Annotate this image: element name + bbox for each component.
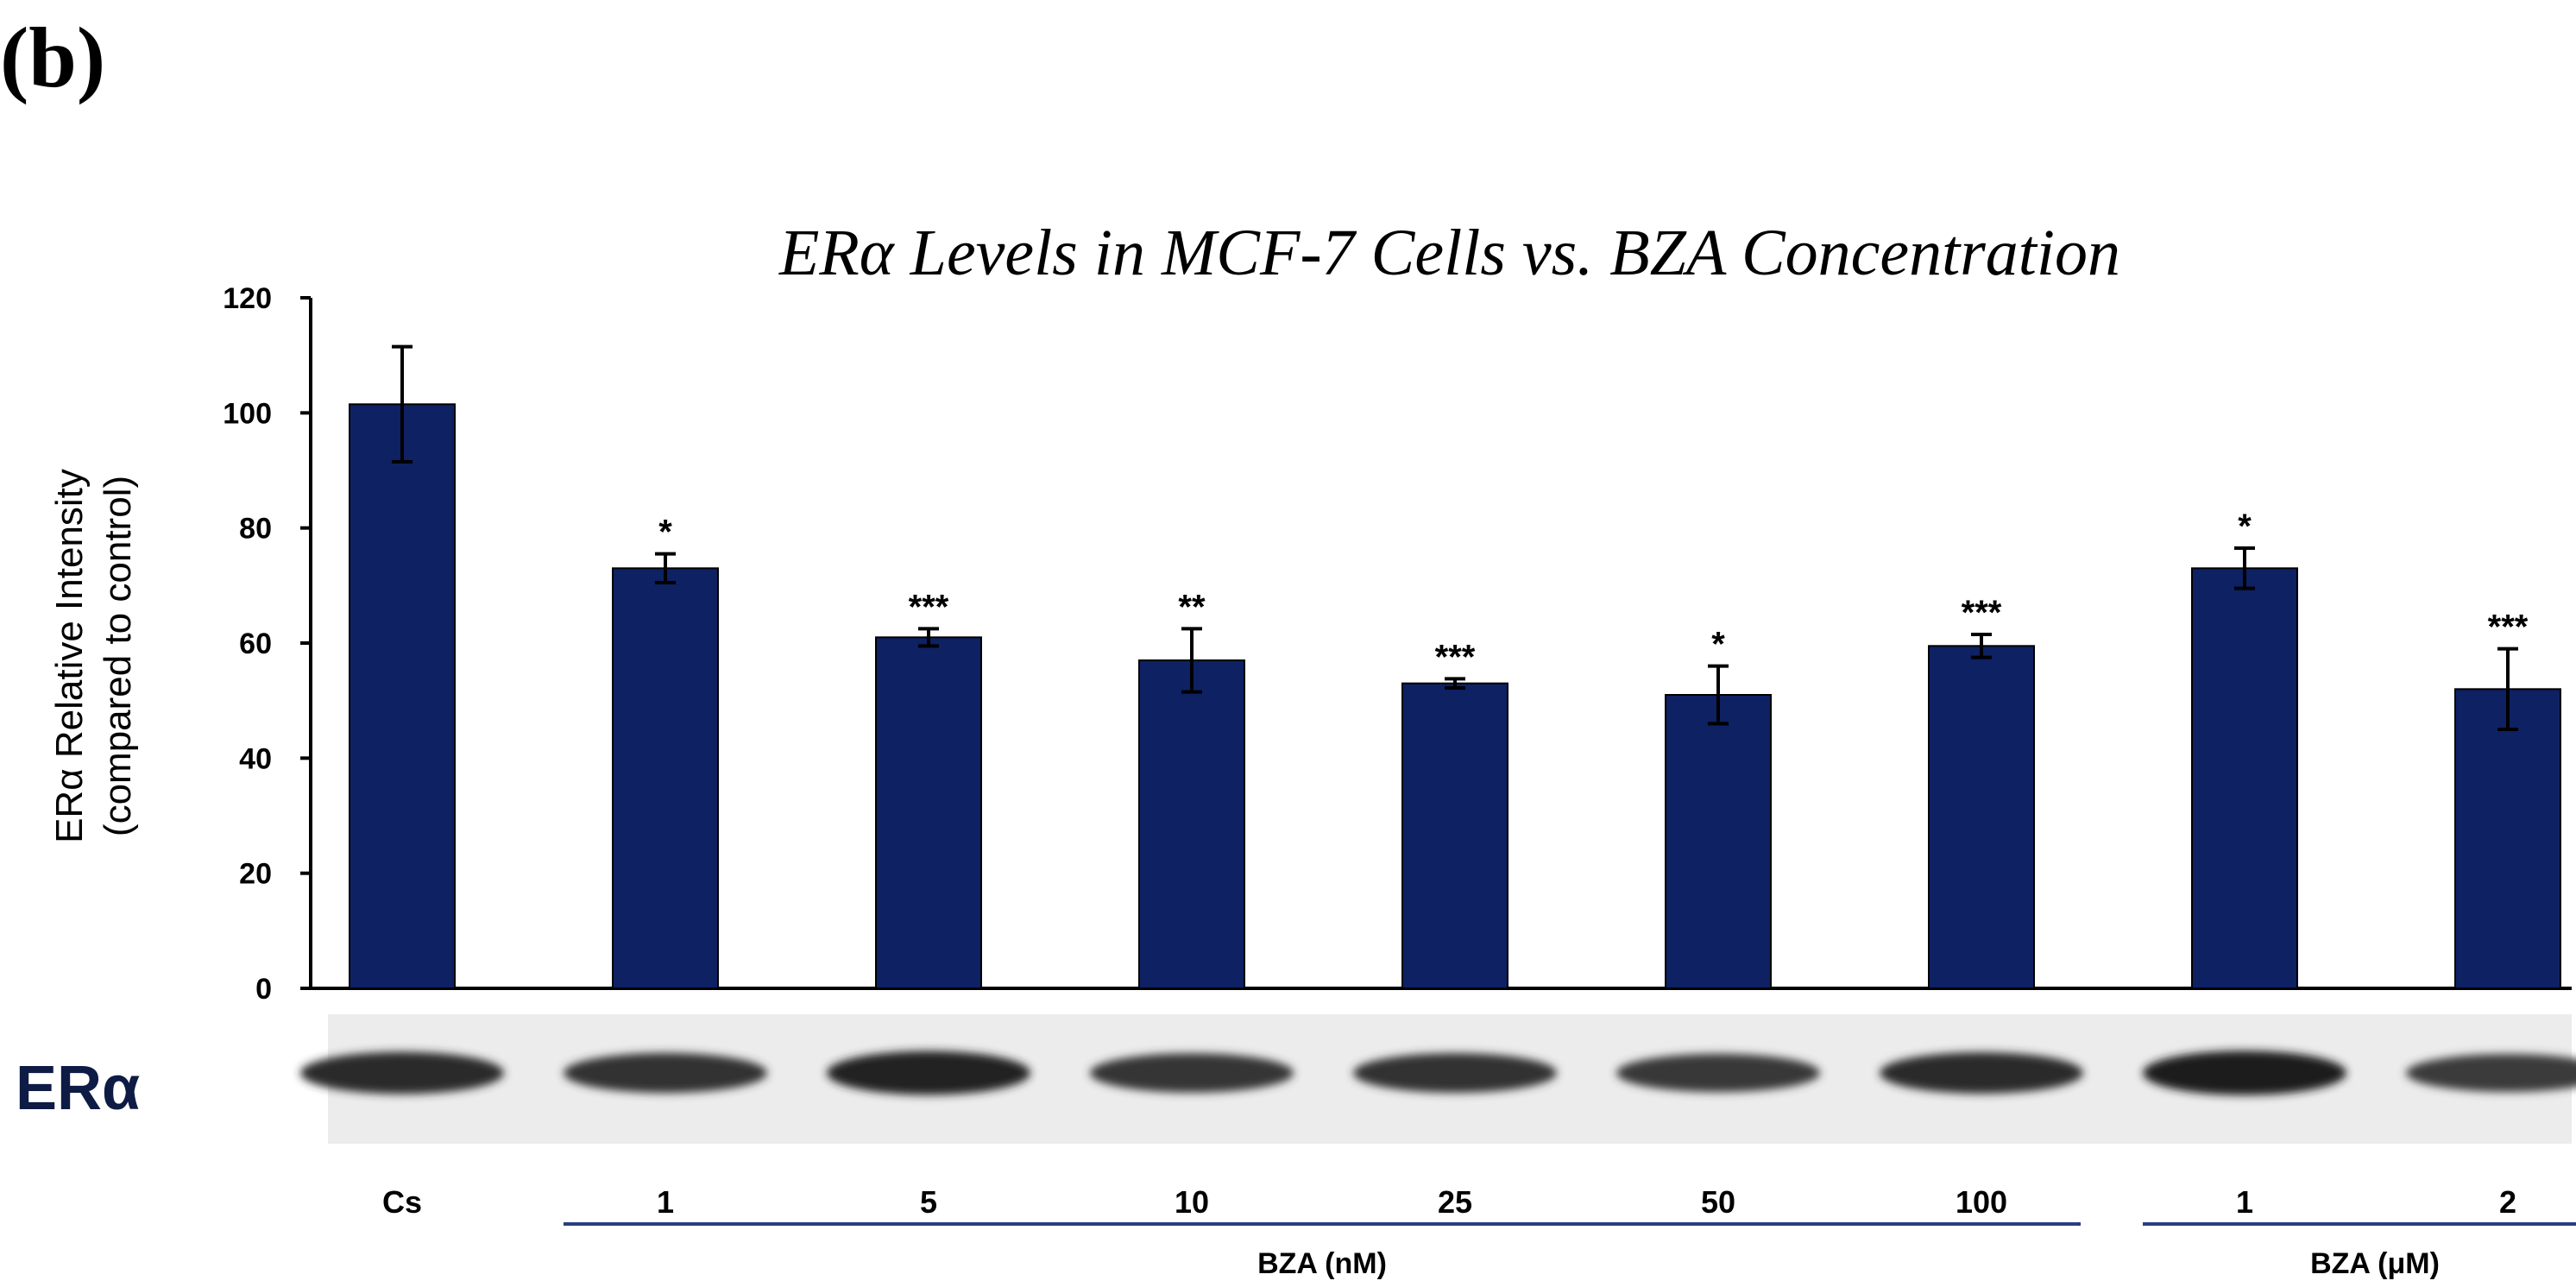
significance-marker: ***	[2488, 609, 2529, 647]
bar	[1928, 645, 2035, 989]
significance-marker: ***	[1962, 594, 2002, 632]
bar	[875, 636, 982, 989]
x-tick-label: 100	[1956, 1184, 2007, 1220]
significance-marker: *	[658, 514, 672, 552]
bar	[2191, 567, 2298, 989]
x-tick-label: 5	[920, 1184, 937, 1220]
blot-band	[827, 1050, 1030, 1095]
bar	[612, 567, 719, 989]
group-label: BZA (μM)	[2310, 1247, 2440, 1280]
bar	[1665, 694, 1772, 989]
y-tick-label: 20	[239, 858, 272, 891]
bar	[1401, 682, 1508, 990]
y-tick-label: 120	[223, 282, 272, 315]
blot-band	[2406, 1054, 2576, 1092]
x-tick-labels: Cs 1 5 10 25 50 100 1 2	[382, 1184, 2516, 1220]
blot-label: ERα	[16, 1054, 140, 1123]
blot-band	[564, 1052, 767, 1094]
y-tick-label: 0	[255, 973, 272, 1006]
y-tick-label: 100	[223, 397, 272, 430]
y-tick-label: 80	[239, 513, 272, 546]
western-blot	[300, 1014, 2576, 1144]
blot-band	[1616, 1053, 1820, 1093]
x-tick-label: 1	[657, 1184, 674, 1220]
significance-marker: *	[1711, 626, 1725, 664]
x-tick-label: 10	[1175, 1184, 1209, 1220]
bar	[349, 403, 456, 990]
chart-title: ERα Levels in MCF-7 Cells vs. BZA Concen…	[778, 217, 2120, 289]
blot-band	[2143, 1050, 2346, 1095]
x-tick-label: 2	[2499, 1184, 2516, 1220]
significance-marker: ***	[909, 588, 949, 626]
blot-band	[1090, 1053, 1294, 1093]
concentration-groups: BZA (nM) BZA (μM)	[564, 1222, 2576, 1280]
y-tick-label: 40	[239, 742, 272, 775]
y-tick-label: 60	[239, 628, 272, 660]
y-axis-label-line1: ERα Relative Intensity	[48, 469, 91, 843]
x-tick-label: 50	[1701, 1184, 1735, 1220]
bar	[2454, 688, 2561, 989]
significance-marker: **	[1178, 588, 1206, 626]
blot-band	[300, 1051, 504, 1095]
x-tick-label: 25	[1438, 1184, 1472, 1220]
x-tick-label: 1	[2236, 1184, 2253, 1220]
x-tick-label: Cs	[382, 1184, 422, 1220]
y-axis-label-line2: (compared to control)	[97, 476, 139, 836]
blot-band	[1353, 1053, 1557, 1093]
significance-marker: *	[2238, 508, 2252, 546]
y-axis-label: ERα Relative Intensity (compared to cont…	[48, 469, 139, 843]
group-label: BZA (nM)	[1257, 1247, 1387, 1280]
blot-band	[1880, 1052, 2083, 1094]
bar	[1138, 659, 1245, 989]
bars: **** ***** ********	[349, 344, 2561, 990]
panel-label: (b)	[0, 9, 105, 105]
significance-marker: ***	[1435, 638, 1476, 676]
